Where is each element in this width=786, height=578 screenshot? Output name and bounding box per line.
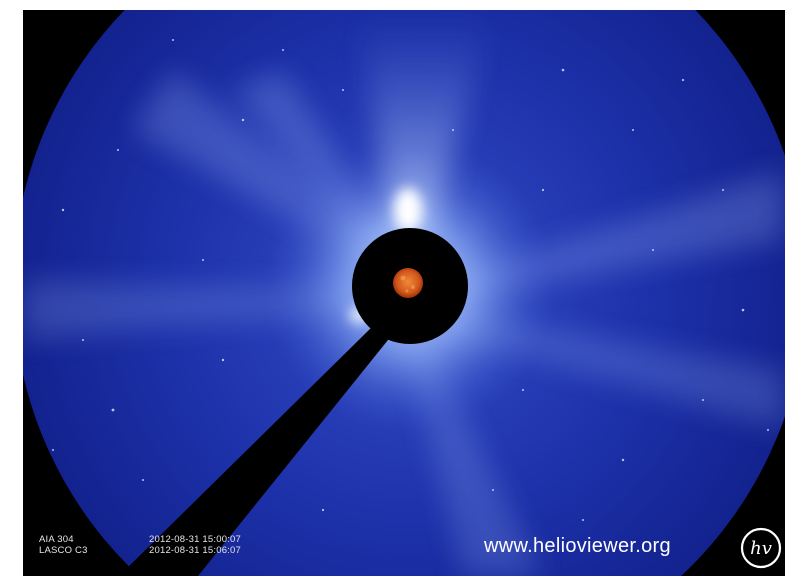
coronagraph-image: AIA 304 LASCO C3 2012-08-31 15:00:07 201… xyxy=(23,10,785,576)
timestamp-label-1: 2012-08-31 15:00:07 xyxy=(149,534,242,545)
watermark-text: www.helioviewer.org xyxy=(484,535,671,557)
timestamp-label-2: 2012-08-31 15:06:07 xyxy=(149,545,242,556)
instrument-label-2: LASCO C3 xyxy=(39,545,88,556)
sun-disk xyxy=(393,268,423,298)
helioviewer-logo-icon: hv xyxy=(740,527,782,569)
instrument-labels: AIA 304 LASCO C3 xyxy=(39,534,88,556)
coronagraph-scene xyxy=(23,10,785,576)
logo-text: hv xyxy=(750,538,772,559)
timestamp-labels: 2012-08-31 15:00:07 2012-08-31 15:06:07 xyxy=(149,534,241,556)
occulter-pylon xyxy=(119,326,388,576)
instrument-label-1: AIA 304 xyxy=(39,534,74,545)
